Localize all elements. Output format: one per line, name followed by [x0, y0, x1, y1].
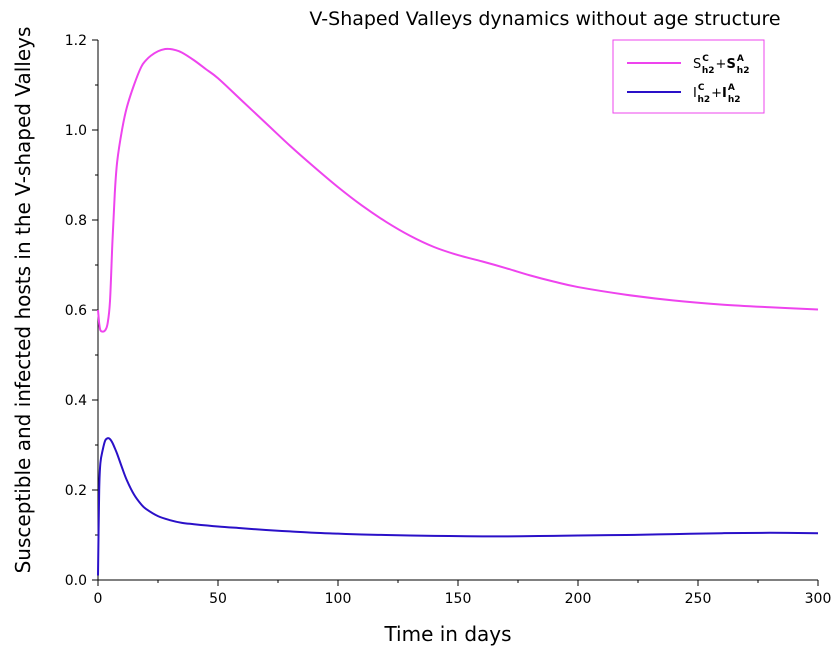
legend: SC h2+SA h2 IC h2+IA h2: [612, 39, 765, 114]
y-tick-label: 0.2: [65, 483, 87, 499]
y-tick-label: 0.8: [65, 213, 87, 229]
x-tick-label: 150: [445, 591, 472, 607]
x-tick-label: 200: [565, 591, 592, 607]
x-ticks: 0 50 100 150 200 250 300: [94, 580, 831, 607]
x-tick-label: 50: [209, 591, 227, 607]
x-tick-label: 300: [805, 591, 831, 607]
y-ticks: 0.0 0.2 0.4 0.6 0.8 1.0 1.2: [65, 33, 98, 589]
x-tick-label: 100: [325, 591, 352, 607]
series-line-2: [97, 437, 819, 576]
y-tick-label: 0.4: [65, 393, 87, 409]
y-tick-label: 0.6: [65, 303, 87, 319]
y-axis-title: Susceptible and infected hosts in the V-…: [11, 27, 35, 574]
series-line-1: [97, 47, 819, 333]
legend-label-series-1: SC h2+SA h2: [693, 54, 749, 76]
x-tick-label: 250: [685, 591, 712, 607]
y-tick-label: 1.2: [65, 33, 87, 49]
legend-box: [612, 39, 765, 114]
y-tick-label: 1.0: [65, 123, 87, 139]
series-layer: [97, 47, 819, 576]
legend-label-series-2: IC h2+IA h2: [693, 83, 741, 105]
y-tick-label: 0.0: [65, 573, 87, 589]
x-axis-title: Time in days: [383, 622, 511, 646]
chart-title: V-Shaped Valleys dynamics without age st…: [309, 8, 780, 30]
x-tick-label: 0: [94, 591, 103, 607]
